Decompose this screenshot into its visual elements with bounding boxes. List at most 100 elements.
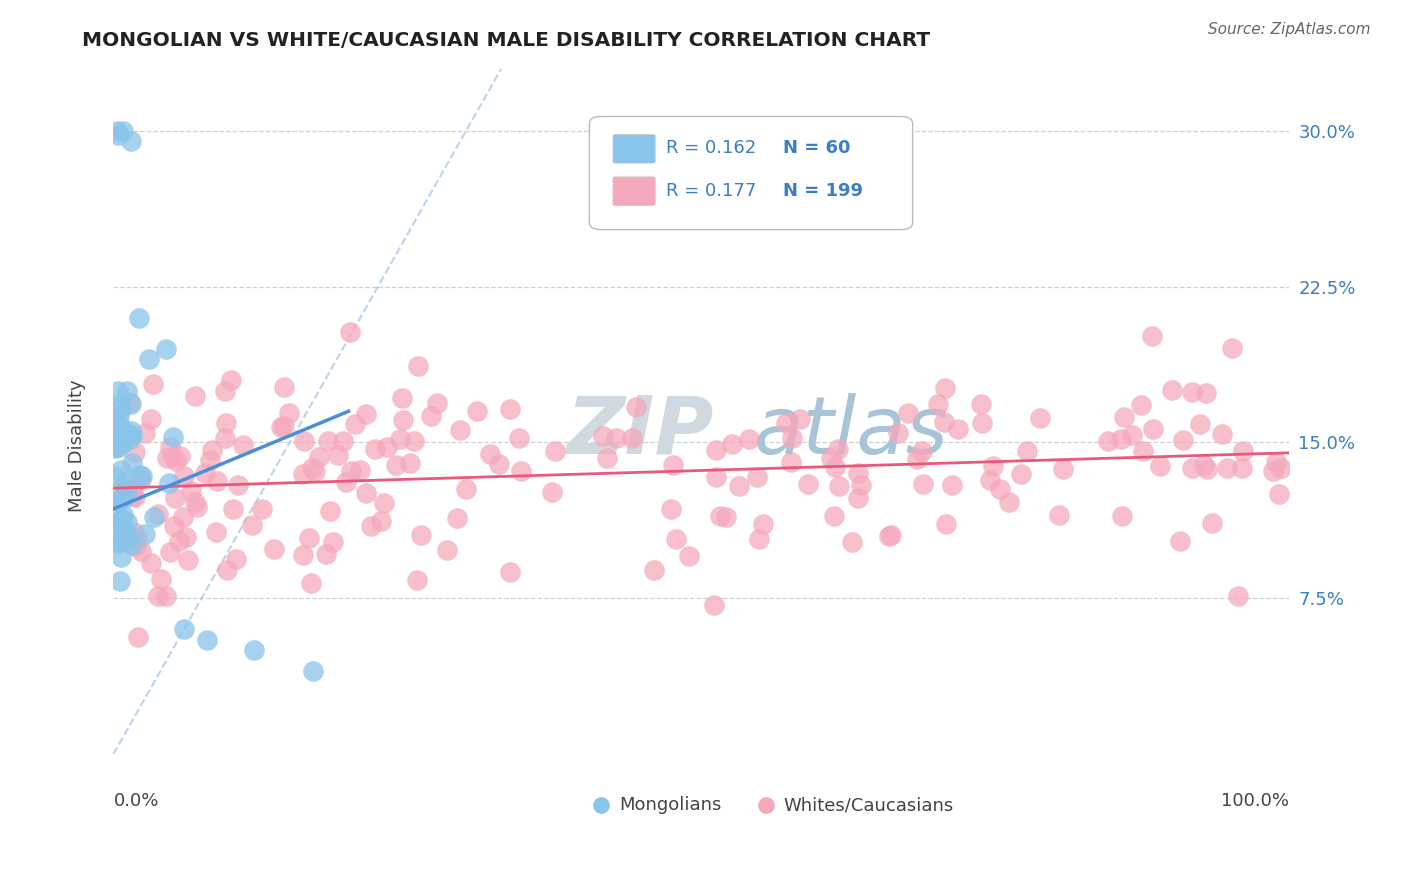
- Point: [122, 525, 145, 540]
- Point: [789, 412, 811, 426]
- Point: [118, 428, 141, 442]
- Point: [828, 479, 851, 493]
- FancyBboxPatch shape: [589, 117, 912, 229]
- Text: N = 60: N = 60: [783, 139, 851, 157]
- Point: [1181, 385, 1204, 400]
- Point: [1230, 461, 1253, 475]
- Point: [163, 518, 186, 533]
- Point: [112, 475, 135, 489]
- Point: [155, 342, 177, 356]
- Point: [846, 466, 869, 480]
- Point: [349, 463, 371, 477]
- Point: [344, 417, 367, 431]
- Point: [142, 377, 165, 392]
- Point: [420, 409, 443, 423]
- Point: [214, 416, 236, 430]
- Point: [240, 517, 263, 532]
- Point: [205, 524, 228, 539]
- Point: [184, 389, 207, 403]
- Point: [375, 440, 398, 454]
- Point: [156, 450, 179, 465]
- Point: [1195, 462, 1218, 476]
- Point: [107, 384, 129, 398]
- Text: MONGOLIAN VS WHITE/CAUCASIAN MALE DISABILITY CORRELATION CHART: MONGOLIAN VS WHITE/CAUCASIAN MALE DISABI…: [82, 31, 929, 50]
- Point: [592, 429, 614, 443]
- Point: [897, 406, 920, 420]
- Text: Mongolians: Mongolians: [619, 797, 721, 814]
- Point: [404, 434, 426, 449]
- Point: [720, 437, 742, 451]
- Point: [1195, 385, 1218, 400]
- Point: [110, 513, 132, 527]
- Point: [169, 534, 191, 549]
- Point: [121, 538, 143, 552]
- Text: Whites/Caucasians: Whites/Caucasians: [783, 797, 953, 814]
- Point: [197, 632, 219, 647]
- Point: [205, 474, 228, 488]
- Point: [108, 574, 131, 588]
- Point: [408, 359, 430, 374]
- Point: [194, 467, 217, 481]
- Point: [478, 447, 501, 461]
- Point: [298, 531, 321, 545]
- Point: [1121, 427, 1143, 442]
- Point: [110, 419, 132, 434]
- Point: [105, 429, 128, 443]
- Point: [121, 428, 143, 442]
- Point: [157, 475, 180, 490]
- Point: [728, 479, 751, 493]
- Point: [544, 444, 567, 458]
- Point: [384, 458, 406, 472]
- Point: [877, 529, 900, 543]
- Point: [138, 352, 160, 367]
- Point: [143, 510, 166, 524]
- Point: [605, 431, 627, 445]
- Point: [1222, 341, 1244, 355]
- Point: [841, 534, 863, 549]
- Point: [165, 454, 187, 468]
- Point: [215, 563, 238, 577]
- Point: [1097, 434, 1119, 448]
- Point: [131, 468, 153, 483]
- Point: [620, 431, 643, 445]
- Point: [1216, 461, 1239, 475]
- Point: [107, 128, 129, 142]
- Point: [498, 401, 520, 416]
- Point: [117, 532, 139, 546]
- Point: [322, 534, 344, 549]
- Point: [1111, 509, 1133, 524]
- Point: [1160, 383, 1182, 397]
- Point: [315, 547, 337, 561]
- Point: [364, 442, 387, 456]
- Point: [905, 452, 928, 467]
- Point: [225, 552, 247, 566]
- Point: [292, 467, 315, 481]
- Text: N = 199: N = 199: [783, 182, 863, 200]
- Point: [714, 510, 737, 524]
- Point: [149, 573, 172, 587]
- Point: [465, 404, 488, 418]
- Point: [273, 418, 295, 433]
- Point: [1047, 508, 1070, 522]
- Point: [214, 384, 236, 399]
- Point: [391, 392, 413, 406]
- Point: [340, 464, 363, 478]
- Point: [125, 539, 148, 553]
- Point: [105, 440, 128, 454]
- Point: [243, 643, 266, 657]
- Text: R = 0.162: R = 0.162: [666, 139, 756, 157]
- Point: [665, 533, 688, 547]
- Point: [678, 549, 700, 564]
- Point: [935, 516, 957, 531]
- Point: [370, 514, 392, 528]
- Point: [134, 526, 156, 541]
- Point: [1192, 458, 1215, 473]
- Point: [115, 515, 138, 529]
- Text: 0.0%: 0.0%: [114, 792, 159, 810]
- Point: [326, 448, 349, 462]
- Point: [270, 419, 292, 434]
- Point: [1132, 444, 1154, 458]
- Point: [1129, 398, 1152, 412]
- Point: [146, 589, 169, 603]
- Point: [111, 492, 134, 507]
